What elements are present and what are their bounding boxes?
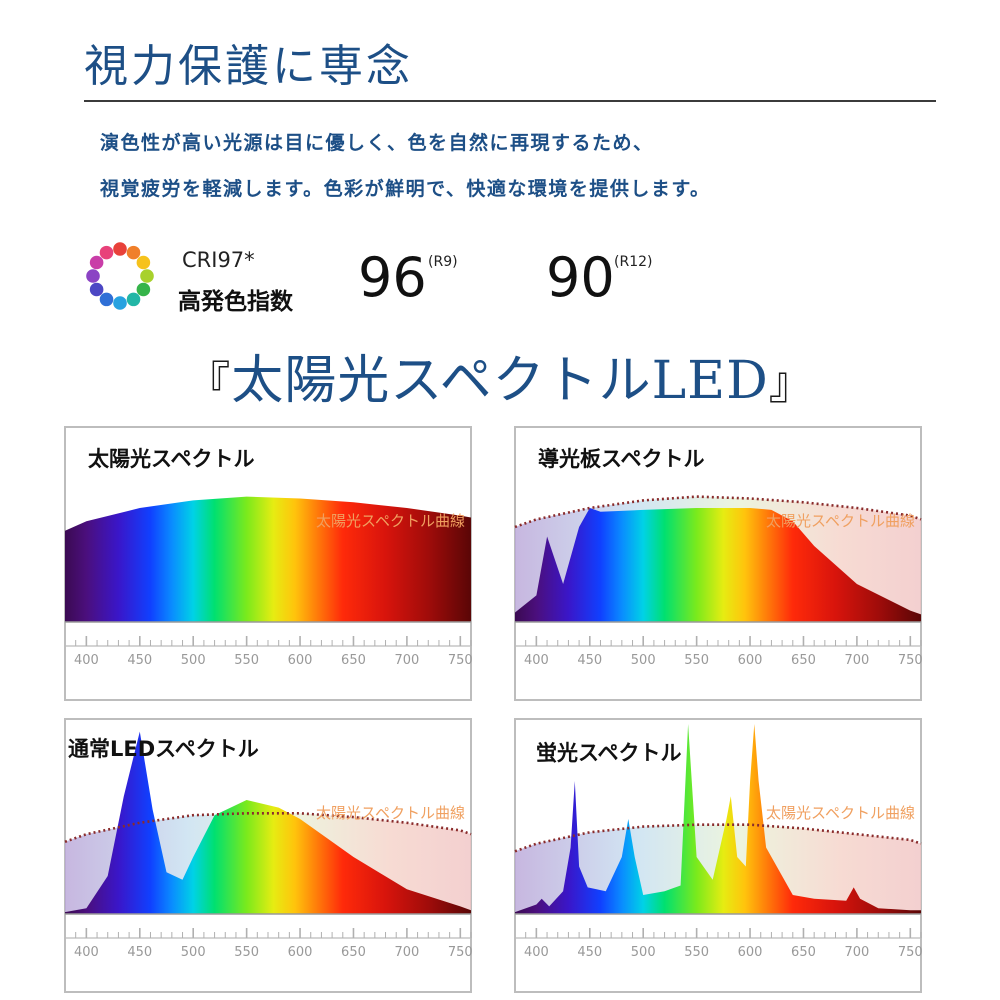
page-title: 視力保護に専念 [84, 41, 413, 92]
chart-panel-light-guide: 400 450 500 550 600 650 700 750 太陽光スペクトル曲線 導光板スペ… [512, 424, 924, 706]
x-tick-label: 600 [288, 653, 313, 668]
x-tick-label: 750 [898, 945, 923, 960]
x-tick-label: 450 [127, 945, 152, 960]
x-tick-label: 650 [341, 653, 366, 668]
reference-curve-label: 太陽光スペクトル曲線 [316, 512, 465, 530]
x-tick-label: 700 [844, 653, 869, 668]
r12-label: (R12) [614, 254, 653, 270]
color-wheel-dot [136, 282, 151, 297]
headline-close-bracket: 』 [768, 358, 814, 409]
x-tick-label: 400 [74, 653, 99, 668]
spectrum-area [65, 496, 471, 622]
chart-title: 通常LEDスペクトル [68, 737, 259, 761]
x-tick-label: 400 [74, 945, 99, 960]
x-tick-label: 700 [394, 945, 419, 960]
color-wheel-dot [86, 269, 100, 283]
spectrum-chart-sunlight: 400 450 500 550 600 650 700 750 太陽光スペクトル曲線 [64, 426, 473, 701]
spectrum-chart-standard-led: 400 450 500 550 600 650 700 750 太陽光スペクトル曲線 [64, 718, 473, 993]
description-line-2: 視覚疲労を軽減します。色彩が鮮明で、快適な環境を提供します。 [100, 178, 711, 200]
title-divider [84, 100, 936, 102]
x-tick-label: 500 [631, 945, 656, 960]
x-tick-label: 650 [791, 653, 816, 668]
chart-title: 太陽光スペクトル [88, 447, 255, 471]
headline-open-bracket: 『 [186, 358, 232, 409]
color-wheel-dot [99, 292, 114, 307]
x-tick-label: 700 [844, 945, 869, 960]
spectrum-chart-light-guide: 400 450 500 550 600 650 700 750 太陽光スペクトル曲線 [514, 426, 923, 701]
x-tick-label: 550 [684, 945, 709, 960]
x-tick-label: 750 [448, 653, 473, 668]
x-tick-label: 550 [234, 945, 259, 960]
x-tick-label: 600 [288, 945, 313, 960]
r12-value: 90 [546, 246, 615, 309]
x-tick-label: 700 [394, 653, 419, 668]
x-tick-label: 450 [577, 653, 602, 668]
reference-curve [64, 812, 472, 844]
headline: 『太陽光スペクトルLED』 [0, 338, 1000, 413]
chart-title: 導光板スペクトル [538, 447, 705, 471]
color-wheel-dot [113, 296, 127, 310]
x-tick-label: 600 [738, 653, 763, 668]
spectrum-area [515, 508, 921, 622]
reference-curve [514, 823, 922, 853]
color-wheel-icon [86, 242, 154, 310]
r9-label: (R9) [428, 254, 458, 270]
chart-panel-sunlight: 400 450 500 550 600 650 700 750 太陽光スペクトル曲線 太陽光スペ… [62, 424, 474, 706]
chart-title: 蛍光スペクトル [536, 741, 682, 765]
x-tick-label: 750 [898, 653, 923, 668]
reference-curve-label: 太陽光スペクトル曲線 [766, 512, 915, 530]
x-tick-label: 400 [524, 653, 549, 668]
reference-curve-label: 太陽光スペクトル曲線 [316, 804, 465, 822]
x-tick-label: 500 [181, 945, 206, 960]
reference-curve [514, 495, 922, 529]
x-tick-label: 650 [791, 945, 816, 960]
spectrum-chart-fluorescent: 400 450 500 550 600 650 700 750 太陽光スペクトル曲線 [514, 718, 923, 993]
x-tick-label: 550 [684, 653, 709, 668]
x-tick-label: 400 [524, 945, 549, 960]
x-tick-label: 450 [577, 945, 602, 960]
cri-label: CRI97* [182, 248, 255, 272]
x-tick-label: 500 [181, 653, 206, 668]
x-tick-label: 750 [448, 945, 473, 960]
color-wheel-dot [89, 282, 104, 297]
chart-panel-fluorescent: 400 450 500 550 600 650 700 750 太陽光スペクトル曲線 蛍光スペク… [512, 716, 924, 998]
description-line-1: 演色性が高い光源は目に優しく、色を自然に再現するため、 [100, 132, 654, 154]
color-wheel-dot [136, 255, 151, 270]
color-wheel-dot [140, 269, 154, 283]
x-tick-label: 500 [631, 653, 656, 668]
x-tick-label: 450 [127, 653, 152, 668]
chart-panel-standard-led: 400 450 500 550 600 650 700 750 太陽光スペクトル曲線 通常LED… [62, 716, 474, 998]
color-wheel-dot [113, 242, 127, 256]
headline-text: 太陽光スペクトルLED [231, 351, 769, 411]
spectrum-area [65, 731, 471, 914]
x-tick-label: 650 [341, 945, 366, 960]
x-tick-label: 600 [738, 945, 763, 960]
color-wheel-dot [99, 245, 114, 260]
r9-value: 96 [358, 246, 427, 309]
color-wheel-dot [126, 292, 141, 307]
reference-curve-label: 太陽光スペクトル曲線 [766, 804, 915, 822]
color-wheel-dot [89, 255, 104, 270]
x-tick-label: 550 [234, 653, 259, 668]
color-wheel-dot [126, 245, 141, 260]
cri-sub-label: 高発色指数 [178, 289, 293, 315]
spectrum-area [515, 724, 921, 914]
